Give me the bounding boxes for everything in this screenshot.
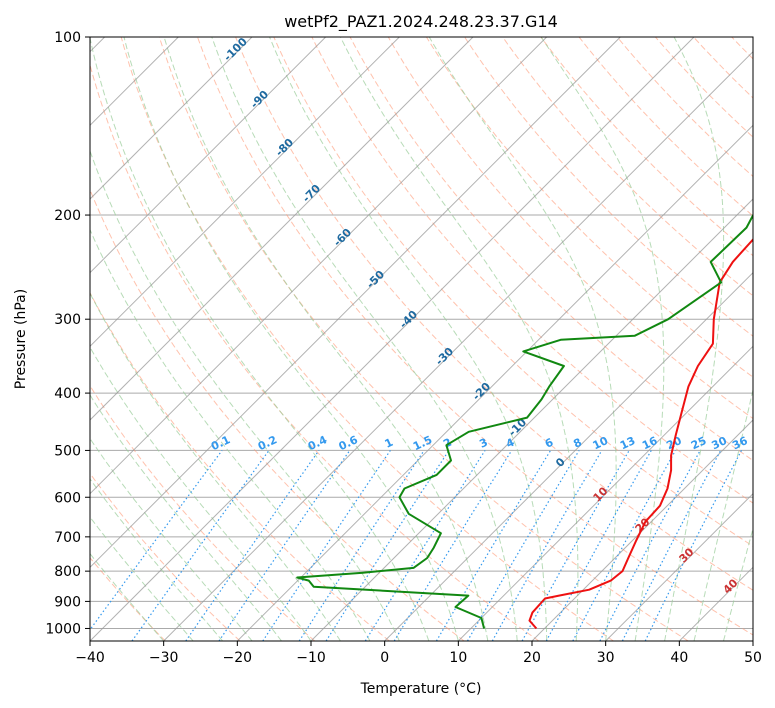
isotherm	[236, 124, 753, 641]
mixing-ratio-line	[218, 450, 351, 641]
x-tick-label: −20	[223, 650, 253, 666]
dry-adiabat	[311, 37, 753, 504]
moist-adiabat	[428, 37, 617, 641]
dry-adiabat	[158, 37, 689, 641]
y-tick-label: 200	[54, 208, 81, 224]
isotherm	[90, 37, 327, 274]
y-axis: 100 200 300 400 500 600 700 800 900 1000	[45, 30, 90, 637]
dry-adiabat	[90, 63, 540, 641]
moist-adiabat	[693, 387, 753, 641]
moist-adiabat	[664, 37, 725, 641]
y-tick-label: 900	[54, 594, 81, 610]
moist-adiabat	[90, 437, 253, 641]
mixing-ratio-line	[90, 450, 223, 631]
x-tick-label: −40	[75, 650, 105, 666]
dry-adiabat	[90, 472, 241, 641]
moist-adiabat	[123, 37, 459, 641]
mixing-ratio-label: 25	[689, 434, 708, 452]
mixing-ratio-label: 13	[618, 434, 637, 452]
x-tick-label: 40	[670, 650, 688, 666]
y-axis-title: Pressure (hPa)	[13, 289, 29, 389]
mixing-ratio-label: 36	[730, 434, 750, 452]
mixing-ratio-line	[364, 450, 486, 641]
dry-adiabat	[90, 291, 390, 641]
x-axis: −40 −30 −20 −10 0 10 20 30 40 50	[75, 641, 762, 666]
mixing-ratio-label: 16	[640, 434, 660, 452]
y-tick-label: 700	[54, 530, 81, 546]
x-tick-label: −10	[296, 650, 326, 666]
y-tick-label: 400	[54, 386, 81, 402]
isotherm	[90, 37, 695, 641]
moist-adiabat	[339, 37, 579, 641]
moist-adiabat	[211, 37, 518, 641]
mixing-ratio-line	[466, 450, 580, 641]
isotherm	[384, 271, 753, 641]
moist-adiabat	[90, 394, 282, 641]
moist-adiabat	[90, 292, 341, 641]
isotherm	[310, 198, 753, 641]
moist-adiabat	[90, 228, 371, 641]
dry-adiabat	[90, 384, 316, 641]
mixing-ratio-line	[545, 450, 652, 641]
moist-adiabat	[90, 37, 430, 641]
isotherm	[531, 419, 753, 641]
moist-adiabat	[163, 37, 489, 641]
moist-adiabat	[90, 149, 400, 641]
isotherm	[90, 37, 474, 421]
mixing-ratio-line	[393, 450, 513, 641]
y-tick-label: 500	[54, 443, 81, 459]
temperature-profile	[528, 237, 753, 630]
mixing-ratio-line	[491, 450, 603, 641]
moist-adiabat	[90, 552, 165, 641]
isotherm	[90, 37, 253, 200]
y-tick-label: 100	[54, 30, 81, 46]
x-tick-label: 30	[597, 650, 615, 666]
plot-frame	[89, 36, 754, 642]
moist-adiabat	[90, 478, 223, 641]
dewpoint-profile	[296, 213, 753, 629]
dry-adiabat	[90, 188, 465, 641]
mixing-ratio-line	[521, 450, 630, 641]
mixing-ratio-label: 10	[591, 434, 611, 452]
y-tick-label: 600	[54, 490, 81, 506]
isotherm	[457, 345, 753, 641]
mixing-ratio-line	[131, 450, 270, 641]
dry-adiabat	[120, 37, 614, 641]
x-tick-label: −30	[149, 650, 179, 666]
y-tick-label: 1000	[45, 621, 81, 637]
mixing-ratio-line	[435, 450, 552, 641]
background-lines	[90, 37, 753, 641]
isotherm	[605, 492, 753, 641]
chart-title: wetPf2_PAZ1.2024.248.23.37.G14	[284, 12, 558, 32]
dry-adiabat	[349, 37, 753, 462]
dry-adiabat	[235, 37, 753, 591]
isotherm	[90, 37, 548, 495]
isotherm	[90, 37, 621, 569]
x-axis-title: Temperature (°C)	[360, 681, 482, 697]
isotherm	[90, 37, 400, 348]
x-tick-label: 20	[523, 650, 541, 666]
dry-adiabat	[197, 37, 753, 636]
moist-adiabat	[90, 346, 312, 641]
x-tick-label: 10	[449, 650, 467, 666]
y-tick-label: 300	[54, 312, 81, 328]
mixing-ratio-line	[572, 450, 677, 641]
mixing-ratio-label: 30	[710, 434, 730, 452]
mixing-ratio-line	[325, 450, 450, 641]
moist-adiabat	[540, 37, 665, 641]
x-tick-label: 0	[380, 650, 389, 666]
x-tick-label: 50	[744, 650, 762, 666]
series-layer	[296, 213, 753, 630]
dry-adiabat	[540, 37, 753, 257]
moist-adiabat	[90, 516, 194, 641]
y-tick-label: 800	[54, 564, 81, 580]
isotherm	[163, 50, 753, 641]
